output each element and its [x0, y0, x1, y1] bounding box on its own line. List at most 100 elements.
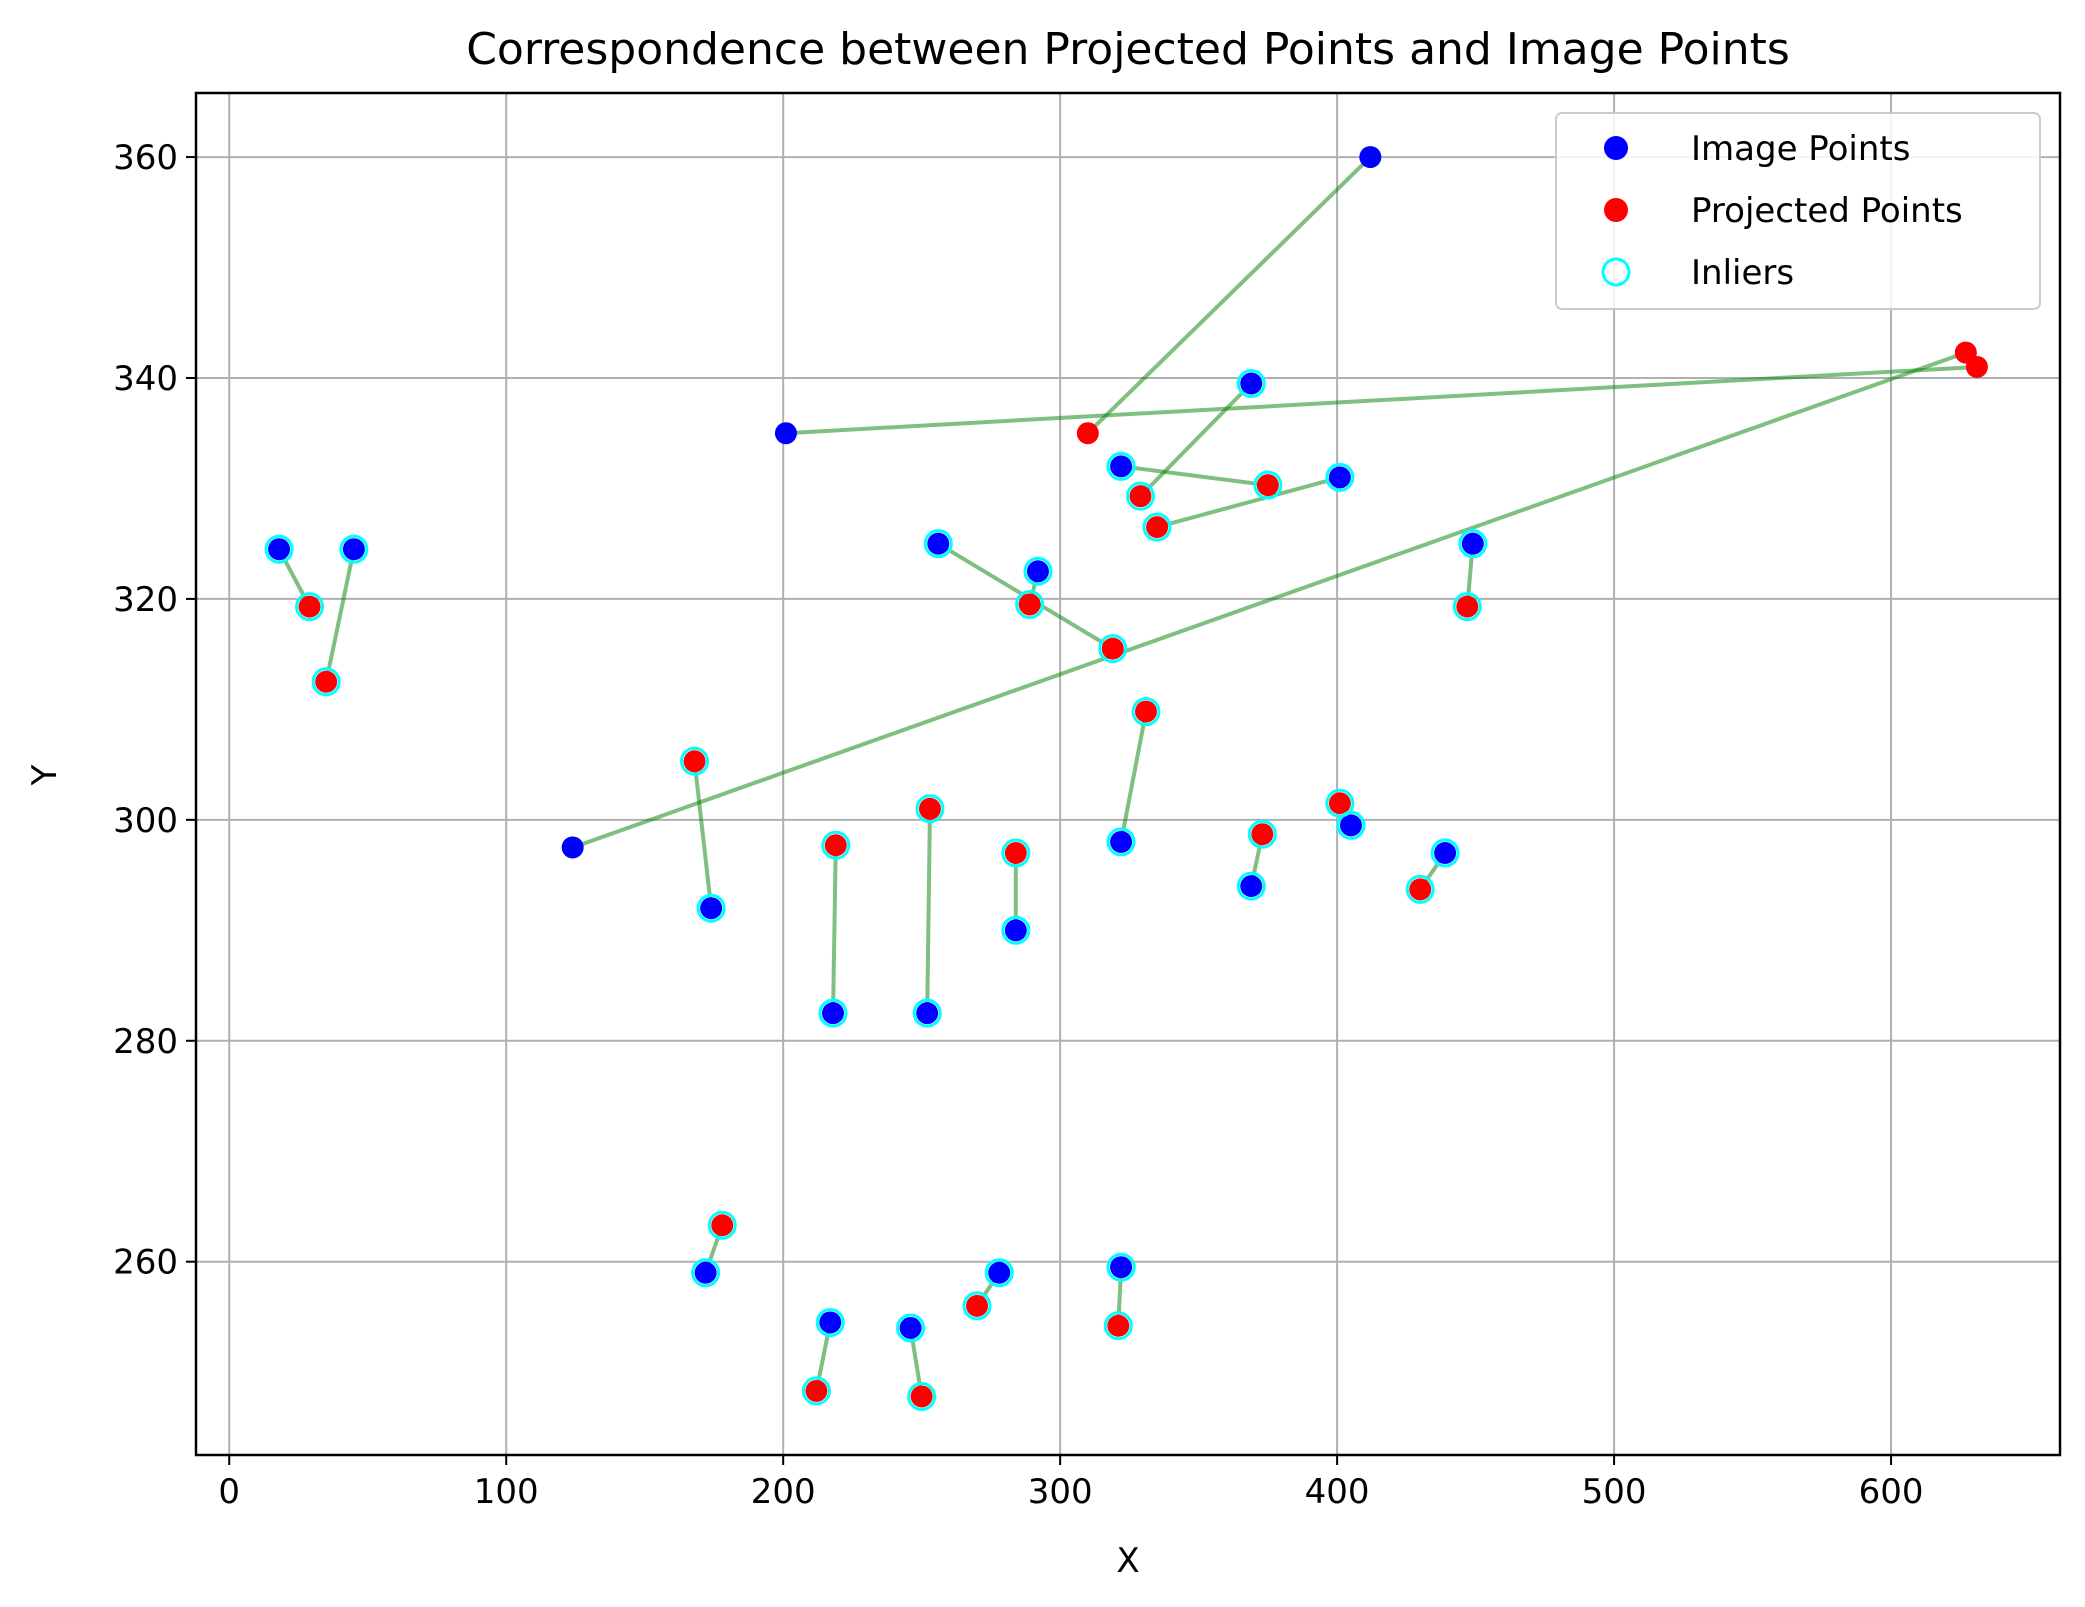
- correspondence-line: [1120, 464, 1269, 488]
- inlier-marker: [801, 1376, 831, 1406]
- y-axis-label: Y: [25, 764, 65, 786]
- projected-point: [1456, 595, 1479, 618]
- projected-point: [1251, 823, 1274, 846]
- x-tick-label: 300: [1028, 1472, 1093, 1512]
- correspondence-line: [572, 350, 1967, 850]
- inlier-marker: [821, 830, 851, 860]
- inlier-marker: [815, 1307, 845, 1337]
- y-tick-label: 320: [113, 580, 178, 620]
- projected-point: [315, 670, 338, 693]
- inlier-marker: [339, 534, 369, 564]
- projected-point: [1954, 341, 1977, 364]
- image-point: [1328, 466, 1351, 489]
- x-tick-label: 200: [751, 1472, 816, 1512]
- x-tick-label: 100: [474, 1472, 539, 1512]
- projected-point: [918, 797, 941, 820]
- legend-marker-projected: [1604, 198, 1628, 222]
- inlier-marker: [1405, 874, 1435, 904]
- inlier-marker: [1023, 556, 1053, 586]
- image-point: [1110, 1256, 1133, 1279]
- image-point: [1359, 146, 1382, 169]
- inlier-marker: [707, 1210, 737, 1240]
- projected-point: [298, 595, 321, 618]
- inlier-marker: [984, 1258, 1014, 1288]
- inlier-marker: [912, 998, 942, 1028]
- inlier-marker: [1098, 634, 1128, 664]
- legend-label: Inliers: [1691, 253, 1794, 293]
- image-point: [899, 1316, 922, 1339]
- inlier-marker: [1131, 697, 1161, 727]
- image-point: [1240, 372, 1263, 395]
- x-axis-label: X: [1116, 1541, 1139, 1581]
- image-point: [927, 532, 950, 555]
- y-tick-label: 300: [113, 801, 178, 841]
- projected-point: [1129, 485, 1152, 508]
- image-point: [700, 897, 723, 920]
- projected-point: [966, 1294, 989, 1317]
- image-point: [1110, 455, 1133, 478]
- legend-box: [1555, 112, 2041, 310]
- inlier-marker: [923, 529, 953, 559]
- image-point: [916, 1002, 939, 1025]
- x-tick-label: 400: [1305, 1472, 1370, 1512]
- inlier-marker: [1106, 1252, 1136, 1282]
- image-point: [561, 836, 584, 859]
- projected-point: [1101, 637, 1124, 660]
- projected-point: [1107, 1314, 1130, 1337]
- projected-point: [1256, 474, 1279, 497]
- inlier-marker: [1106, 827, 1136, 857]
- y-tick-label: 280: [113, 1022, 178, 1062]
- correspondence-line: [324, 548, 356, 683]
- projected-point: [1146, 516, 1169, 539]
- correspondence-line: [1156, 475, 1341, 530]
- inlier-marker: [1001, 838, 1031, 868]
- image-point: [819, 1311, 842, 1334]
- inlier-marker: [1325, 462, 1355, 492]
- projected-point: [824, 834, 847, 857]
- projected-point: [711, 1214, 734, 1237]
- inlier-marker: [311, 667, 341, 697]
- inlier-marker: [696, 893, 726, 923]
- projected-point: [1409, 878, 1432, 901]
- inlier-marker: [1253, 470, 1283, 500]
- inlier-marker: [1106, 451, 1136, 481]
- correspondence-line: [925, 808, 932, 1014]
- projected-point: [805, 1379, 828, 1402]
- inlier-marker: [1236, 369, 1266, 399]
- x-tick-label: 600: [1859, 1472, 1924, 1512]
- legend-label: Projected Points: [1691, 191, 1963, 231]
- inlier-marker: [1125, 481, 1155, 511]
- image-point: [342, 538, 365, 561]
- inlier-marker: [1247, 819, 1277, 849]
- inlier-marker: [295, 592, 325, 622]
- inlier-marker: [1103, 1311, 1133, 1341]
- projected-point: [1004, 841, 1027, 864]
- inlier-marker: [896, 1313, 926, 1343]
- inlier-marker: [1458, 529, 1488, 559]
- y-tick-label: 340: [113, 359, 178, 399]
- correspondence-line: [1086, 155, 1372, 435]
- legend: Image Points Projected Points Inliers: [1555, 112, 2041, 310]
- image-point: [1339, 814, 1362, 837]
- image-point: [1004, 919, 1027, 942]
- image-point: [1026, 560, 1049, 583]
- inlier-marker: [818, 998, 848, 1028]
- correspondence-line: [831, 845, 838, 1014]
- projected-point: [1135, 700, 1158, 723]
- image-point: [1240, 875, 1263, 898]
- projected-point: [683, 750, 706, 773]
- inlier-marker: [962, 1291, 992, 1321]
- legend-marker-image: [1604, 136, 1628, 160]
- inlier-marker: [264, 534, 294, 564]
- image-point: [822, 1002, 845, 1025]
- x-tick-label: 500: [1582, 1472, 1647, 1512]
- correspondence-line: [692, 761, 714, 909]
- axes: 0 100 200 300 400 500 600 260 280 300 320 340 360: [113, 91, 2062, 1512]
- projected-point: [910, 1385, 933, 1408]
- inlier-marker: [1236, 871, 1266, 901]
- correspondence-line: [1119, 711, 1148, 843]
- inlier-marker: [1015, 589, 1045, 619]
- inlier-marker: [1325, 788, 1355, 818]
- inlier-marker: [1452, 592, 1482, 622]
